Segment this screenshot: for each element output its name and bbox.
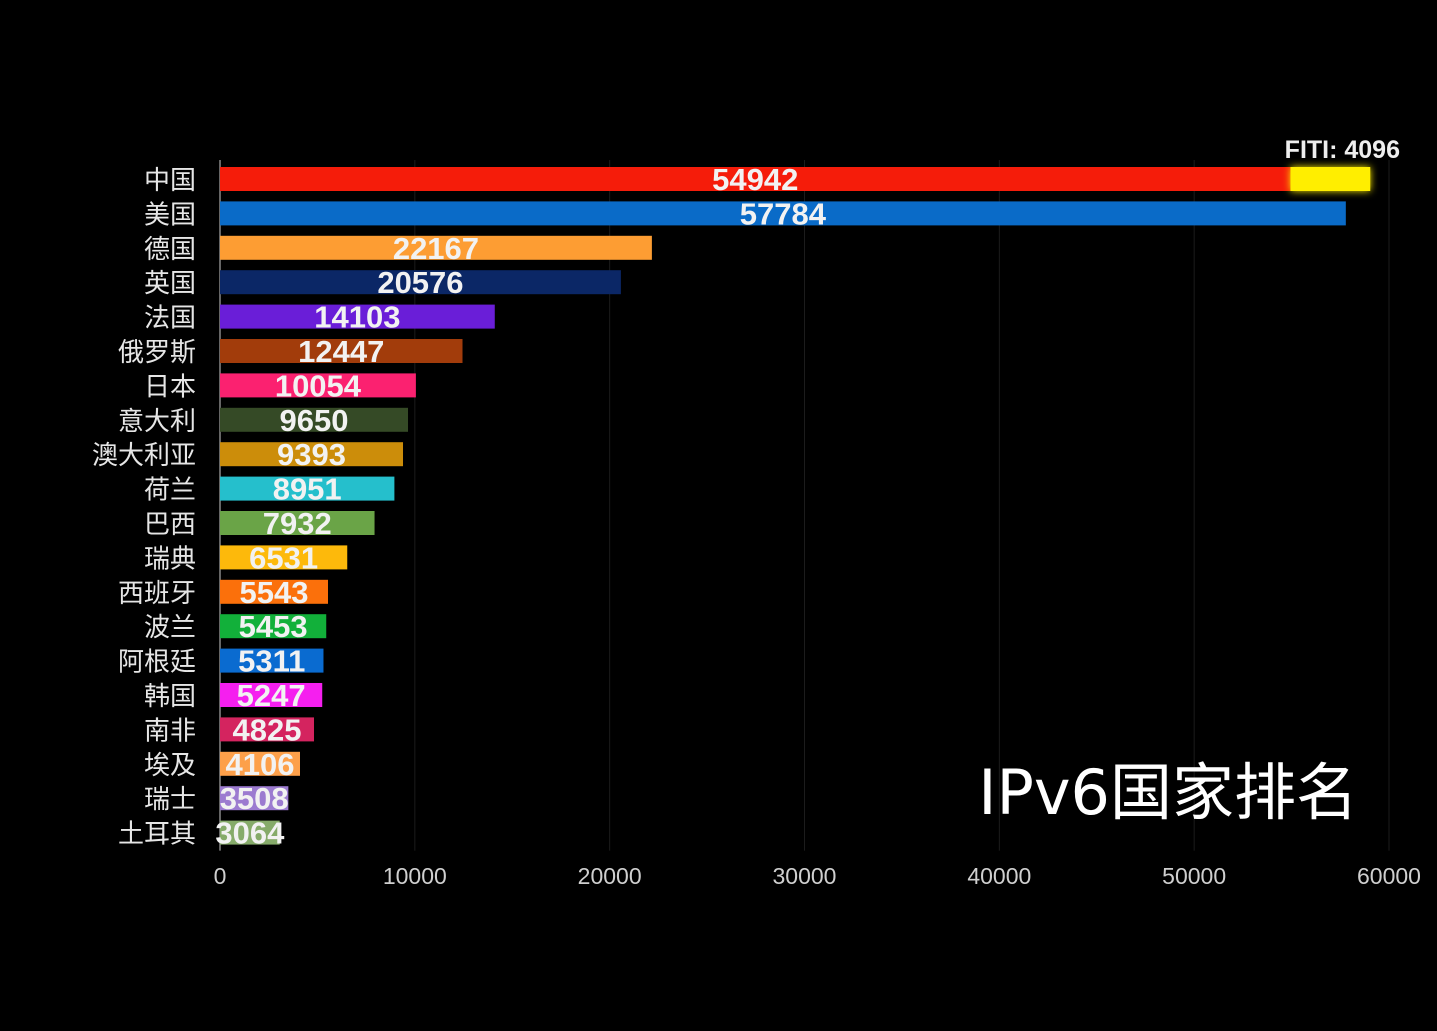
- value-label: 7932: [263, 506, 332, 541]
- category-label: 西班牙: [118, 579, 196, 609]
- value-label: 4825: [233, 712, 302, 747]
- value-label: 57784: [740, 196, 827, 231]
- x-tick-label: 0: [214, 863, 227, 889]
- bar: [220, 648, 324, 673]
- x-axis-ticks: 0 10000 20000 30000 40000 50000 60000: [214, 863, 1421, 889]
- value-label: 5453: [239, 609, 308, 644]
- value-label: 3064: [215, 816, 285, 851]
- bar: [220, 442, 404, 467]
- bar: [220, 407, 409, 432]
- bar: [220, 511, 375, 535]
- bar: [220, 201, 1346, 226]
- value-label: 4106: [226, 747, 295, 782]
- value-label: 14103: [314, 300, 400, 335]
- category-label: 中国: [144, 166, 196, 196]
- value-label: 10054: [275, 368, 362, 403]
- value-label: 5247: [237, 678, 306, 713]
- annotation-bar: [1290, 167, 1371, 191]
- bar: [220, 545, 348, 570]
- bar: [220, 270, 621, 295]
- value-label: 22167: [393, 231, 479, 266]
- category-label: 俄罗斯: [118, 338, 196, 368]
- bar: [220, 751, 300, 776]
- category-label: 荷兰: [144, 476, 196, 506]
- bar: [220, 717, 315, 742]
- category-label: 埃及: [144, 751, 196, 781]
- watermark-title: IPv6国家排名: [978, 756, 1358, 829]
- x-tick-label: 10000: [383, 863, 447, 889]
- value-label: 20576: [377, 265, 463, 300]
- bar: [220, 683, 323, 707]
- category-label: 法国: [144, 304, 196, 334]
- category-label: 韩国: [144, 682, 196, 712]
- value-label: 8951: [273, 472, 342, 507]
- bar: [220, 614, 327, 639]
- bars: [220, 167, 1346, 845]
- annotation-label: FITI: 4096: [1285, 136, 1400, 164]
- category-label: 波兰: [144, 613, 196, 643]
- category-labels: 中国美国德国英国法国俄罗斯日本意大利澳大利亚荷兰巴西瑞典西班牙波兰阿根廷韩国南非…: [92, 166, 196, 850]
- category-label: 巴西: [144, 510, 196, 540]
- bar: [220, 476, 395, 501]
- category-label: 瑞士: [144, 785, 196, 815]
- x-tick-label: 40000: [967, 863, 1031, 889]
- value-label: 5311: [238, 644, 305, 679]
- value-label: 6531: [249, 540, 318, 575]
- bar: [220, 304, 495, 329]
- category-label: 日本: [144, 372, 196, 402]
- bar: [220, 167, 1291, 191]
- x-tick-label: 50000: [1162, 863, 1226, 889]
- category-label: 瑞典: [144, 544, 196, 574]
- category-label: 德国: [144, 235, 196, 265]
- value-label: 9393: [277, 437, 346, 472]
- bar: [220, 235, 652, 260]
- value-label: 3508: [220, 781, 289, 816]
- bar: [220, 579, 328, 604]
- value-label: 9650: [280, 403, 349, 438]
- category-label: 英国: [144, 269, 196, 299]
- annotation: FITI: 4096: [1285, 136, 1400, 191]
- bar: [220, 339, 463, 363]
- x-tick-label: 20000: [578, 863, 642, 889]
- category-label: 阿根廷: [118, 648, 196, 678]
- value-label: 5543: [240, 575, 309, 610]
- x-tick-label: 30000: [773, 863, 837, 889]
- value-label: 54942: [712, 162, 798, 197]
- bar: [220, 786, 289, 811]
- value-label: 12447: [298, 334, 384, 369]
- x-tick-label: 60000: [1357, 863, 1421, 889]
- category-label: 南非: [144, 716, 196, 746]
- bar: [220, 820, 280, 845]
- category-label: 澳大利亚: [92, 441, 196, 471]
- bar: [220, 373, 416, 398]
- category-label: 土耳其: [118, 820, 196, 850]
- category-label: 意大利: [118, 407, 196, 437]
- category-label: 美国: [144, 200, 196, 230]
